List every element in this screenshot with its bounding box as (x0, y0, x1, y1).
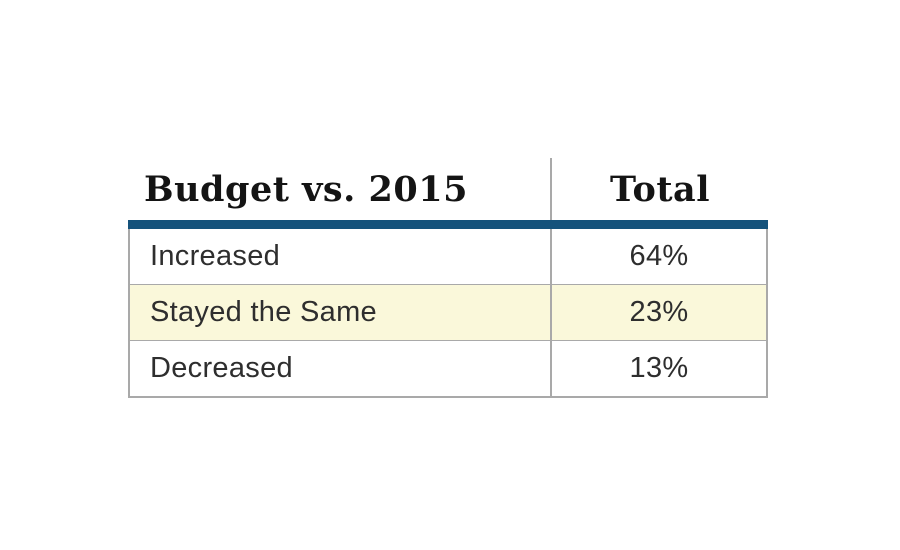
row-label: Stayed the Same (150, 296, 377, 328)
table-row-stayed-the-same: Stayed the Same 23% (130, 285, 766, 341)
table-body: Increased 64% Stayed the Same 23% Decrea… (128, 229, 768, 398)
row-value: 13% (550, 341, 766, 396)
row-value: 64% (550, 229, 766, 284)
row-label: Increased (150, 240, 281, 272)
accent-bar (128, 220, 768, 229)
header-budget-vs-2015: Budget vs. 2015 (144, 168, 468, 210)
header-total: Total (550, 158, 768, 220)
table-row-decreased: Decreased 13% (130, 341, 766, 396)
row-label: Decreased (150, 352, 293, 384)
row-value: 23% (550, 285, 766, 340)
table-row-increased: Increased 64% (130, 229, 766, 285)
budget-vs-2015-table: Budget vs. 2015 Total Increased 64% Stay… (128, 158, 768, 398)
table-header-row: Budget vs. 2015 Total (128, 158, 768, 220)
